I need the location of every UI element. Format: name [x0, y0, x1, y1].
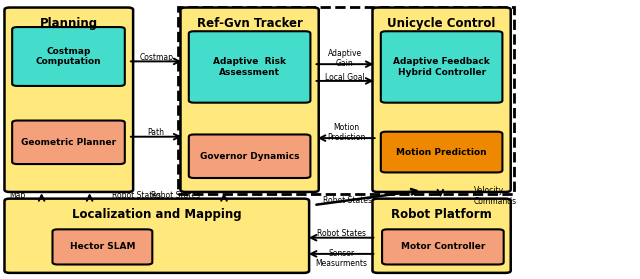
Text: Motor Controller: Motor Controller [401, 242, 485, 251]
Text: Costmap
Computation: Costmap Computation [36, 47, 101, 66]
FancyBboxPatch shape [381, 31, 502, 103]
Text: Geometric Planner: Geometric Planner [21, 138, 116, 147]
Text: Motion Prediction: Motion Prediction [396, 148, 487, 157]
FancyBboxPatch shape [12, 121, 125, 164]
Text: Governor Dynamics: Governor Dynamics [200, 152, 300, 161]
FancyBboxPatch shape [382, 229, 504, 264]
Text: Adaptive
Gain: Adaptive Gain [328, 49, 362, 68]
Text: Local Goal: Local Goal [325, 73, 365, 81]
Text: Planning: Planning [40, 17, 98, 30]
FancyBboxPatch shape [189, 31, 310, 103]
Text: Motion
Prediction: Motion Prediction [327, 123, 365, 142]
Text: Robot States: Robot States [317, 229, 365, 238]
Text: Robot States: Robot States [151, 191, 200, 200]
FancyBboxPatch shape [372, 8, 511, 192]
Text: Localization and Mapping: Localization and Mapping [72, 208, 242, 221]
FancyBboxPatch shape [189, 134, 310, 178]
Text: Velocity
Commands: Velocity Commands [474, 186, 516, 206]
Text: Robot Platform: Robot Platform [391, 208, 492, 221]
Text: Adaptive Feedback
Hybrid Controller: Adaptive Feedback Hybrid Controller [393, 57, 490, 77]
FancyBboxPatch shape [52, 229, 152, 264]
Text: Robot States: Robot States [323, 196, 372, 205]
Text: Costmap: Costmap [139, 53, 173, 62]
Bar [178, 7, 514, 194]
FancyBboxPatch shape [4, 199, 309, 273]
Text: Robot States: Robot States [112, 191, 161, 200]
FancyBboxPatch shape [12, 27, 125, 86]
Text: Path: Path [148, 128, 164, 137]
FancyBboxPatch shape [4, 8, 133, 192]
Text: Unicycle Control: Unicycle Control [387, 17, 496, 30]
FancyBboxPatch shape [381, 132, 502, 172]
Text: Map: Map [10, 191, 26, 200]
Text: Adaptive  Risk
Assessment: Adaptive Risk Assessment [213, 57, 286, 77]
FancyBboxPatch shape [372, 199, 511, 273]
Text: Sensor
Measurments: Sensor Measurments [315, 249, 367, 268]
Text: Hector SLAM: Hector SLAM [70, 242, 135, 251]
Text: Ref-Gvn Tracker: Ref-Gvn Tracker [196, 17, 303, 30]
FancyBboxPatch shape [180, 8, 319, 192]
